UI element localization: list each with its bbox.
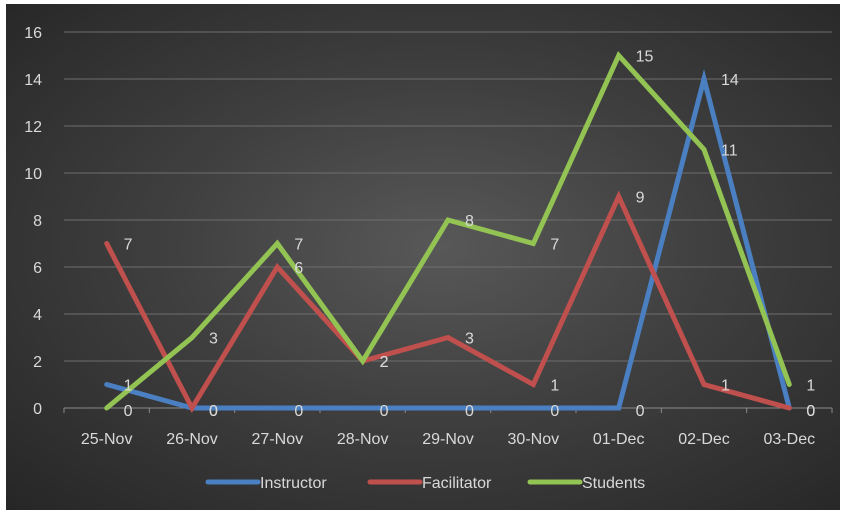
legend: Instructor Facilitator Students — [208, 475, 645, 492]
y-tick-label: 0 — [33, 401, 42, 418]
x-tick-label: 27-Nov — [252, 431, 304, 448]
data-label-facilitator: 1 — [550, 378, 559, 395]
data-label-instructor: 0 — [550, 403, 559, 420]
data-label-instructor: 14 — [721, 72, 739, 89]
legend-label-facilitator: Facilitator — [422, 475, 492, 492]
x-tick-label: 02-Dec — [678, 431, 730, 448]
data-label-facilitator: 6 — [294, 260, 303, 277]
data-label-students: 1 — [806, 378, 815, 395]
data-label-facilitator: 9 — [636, 190, 645, 207]
x-tick-label: 01-Dec — [593, 431, 645, 448]
y-tick-label: 6 — [33, 260, 42, 277]
data-label-students: 2 — [380, 354, 389, 371]
data-label-students: 3 — [209, 331, 218, 348]
data-label-students: 15 — [636, 49, 654, 66]
data-label-instructor: 0 — [380, 403, 389, 420]
x-tick-label: 26-Nov — [166, 431, 218, 448]
y-tick-label: 4 — [33, 307, 42, 324]
data-label-instructor: 0 — [294, 403, 303, 420]
series-line-facilitator — [107, 197, 790, 409]
x-tick-label: 25-Nov — [81, 431, 133, 448]
legend-label-instructor: Instructor — [260, 475, 327, 492]
data-label-students: 7 — [294, 237, 303, 254]
series-lines — [107, 56, 790, 409]
y-tick-label: 8 — [33, 213, 42, 230]
data-label-students: 7 — [550, 237, 559, 254]
x-tick-label: 29-Nov — [422, 431, 474, 448]
data-label-students: 11 — [721, 143, 738, 160]
x-tick-label: 30-Nov — [508, 431, 560, 448]
data-label-facilitator: 0 — [806, 403, 815, 420]
x-tick-label: 28-Nov — [337, 431, 389, 448]
data-label-facilitator: 1 — [721, 378, 730, 395]
data-label-instructor: 1 — [124, 378, 133, 395]
data-label-instructor: 0 — [636, 403, 645, 420]
data-label-facilitator: 0 — [209, 403, 218, 420]
data-label-facilitator: 3 — [465, 331, 474, 348]
y-tick-label: 16 — [24, 25, 42, 42]
y-tick-label: 2 — [33, 354, 42, 371]
y-tick-label: 12 — [24, 119, 42, 136]
legend-label-students: Students — [582, 475, 645, 492]
data-label-students: 0 — [124, 403, 133, 420]
data-label-facilitator: 7 — [124, 237, 133, 254]
data-label-instructor: 0 — [465, 403, 474, 420]
data-label-students: 8 — [465, 213, 474, 230]
gridlines — [64, 32, 832, 361]
series-line-students — [107, 56, 790, 409]
y-tick-label: 10 — [24, 166, 42, 183]
y-tick-label: 14 — [24, 72, 42, 89]
x-tick-label: 03-Dec — [764, 431, 816, 448]
